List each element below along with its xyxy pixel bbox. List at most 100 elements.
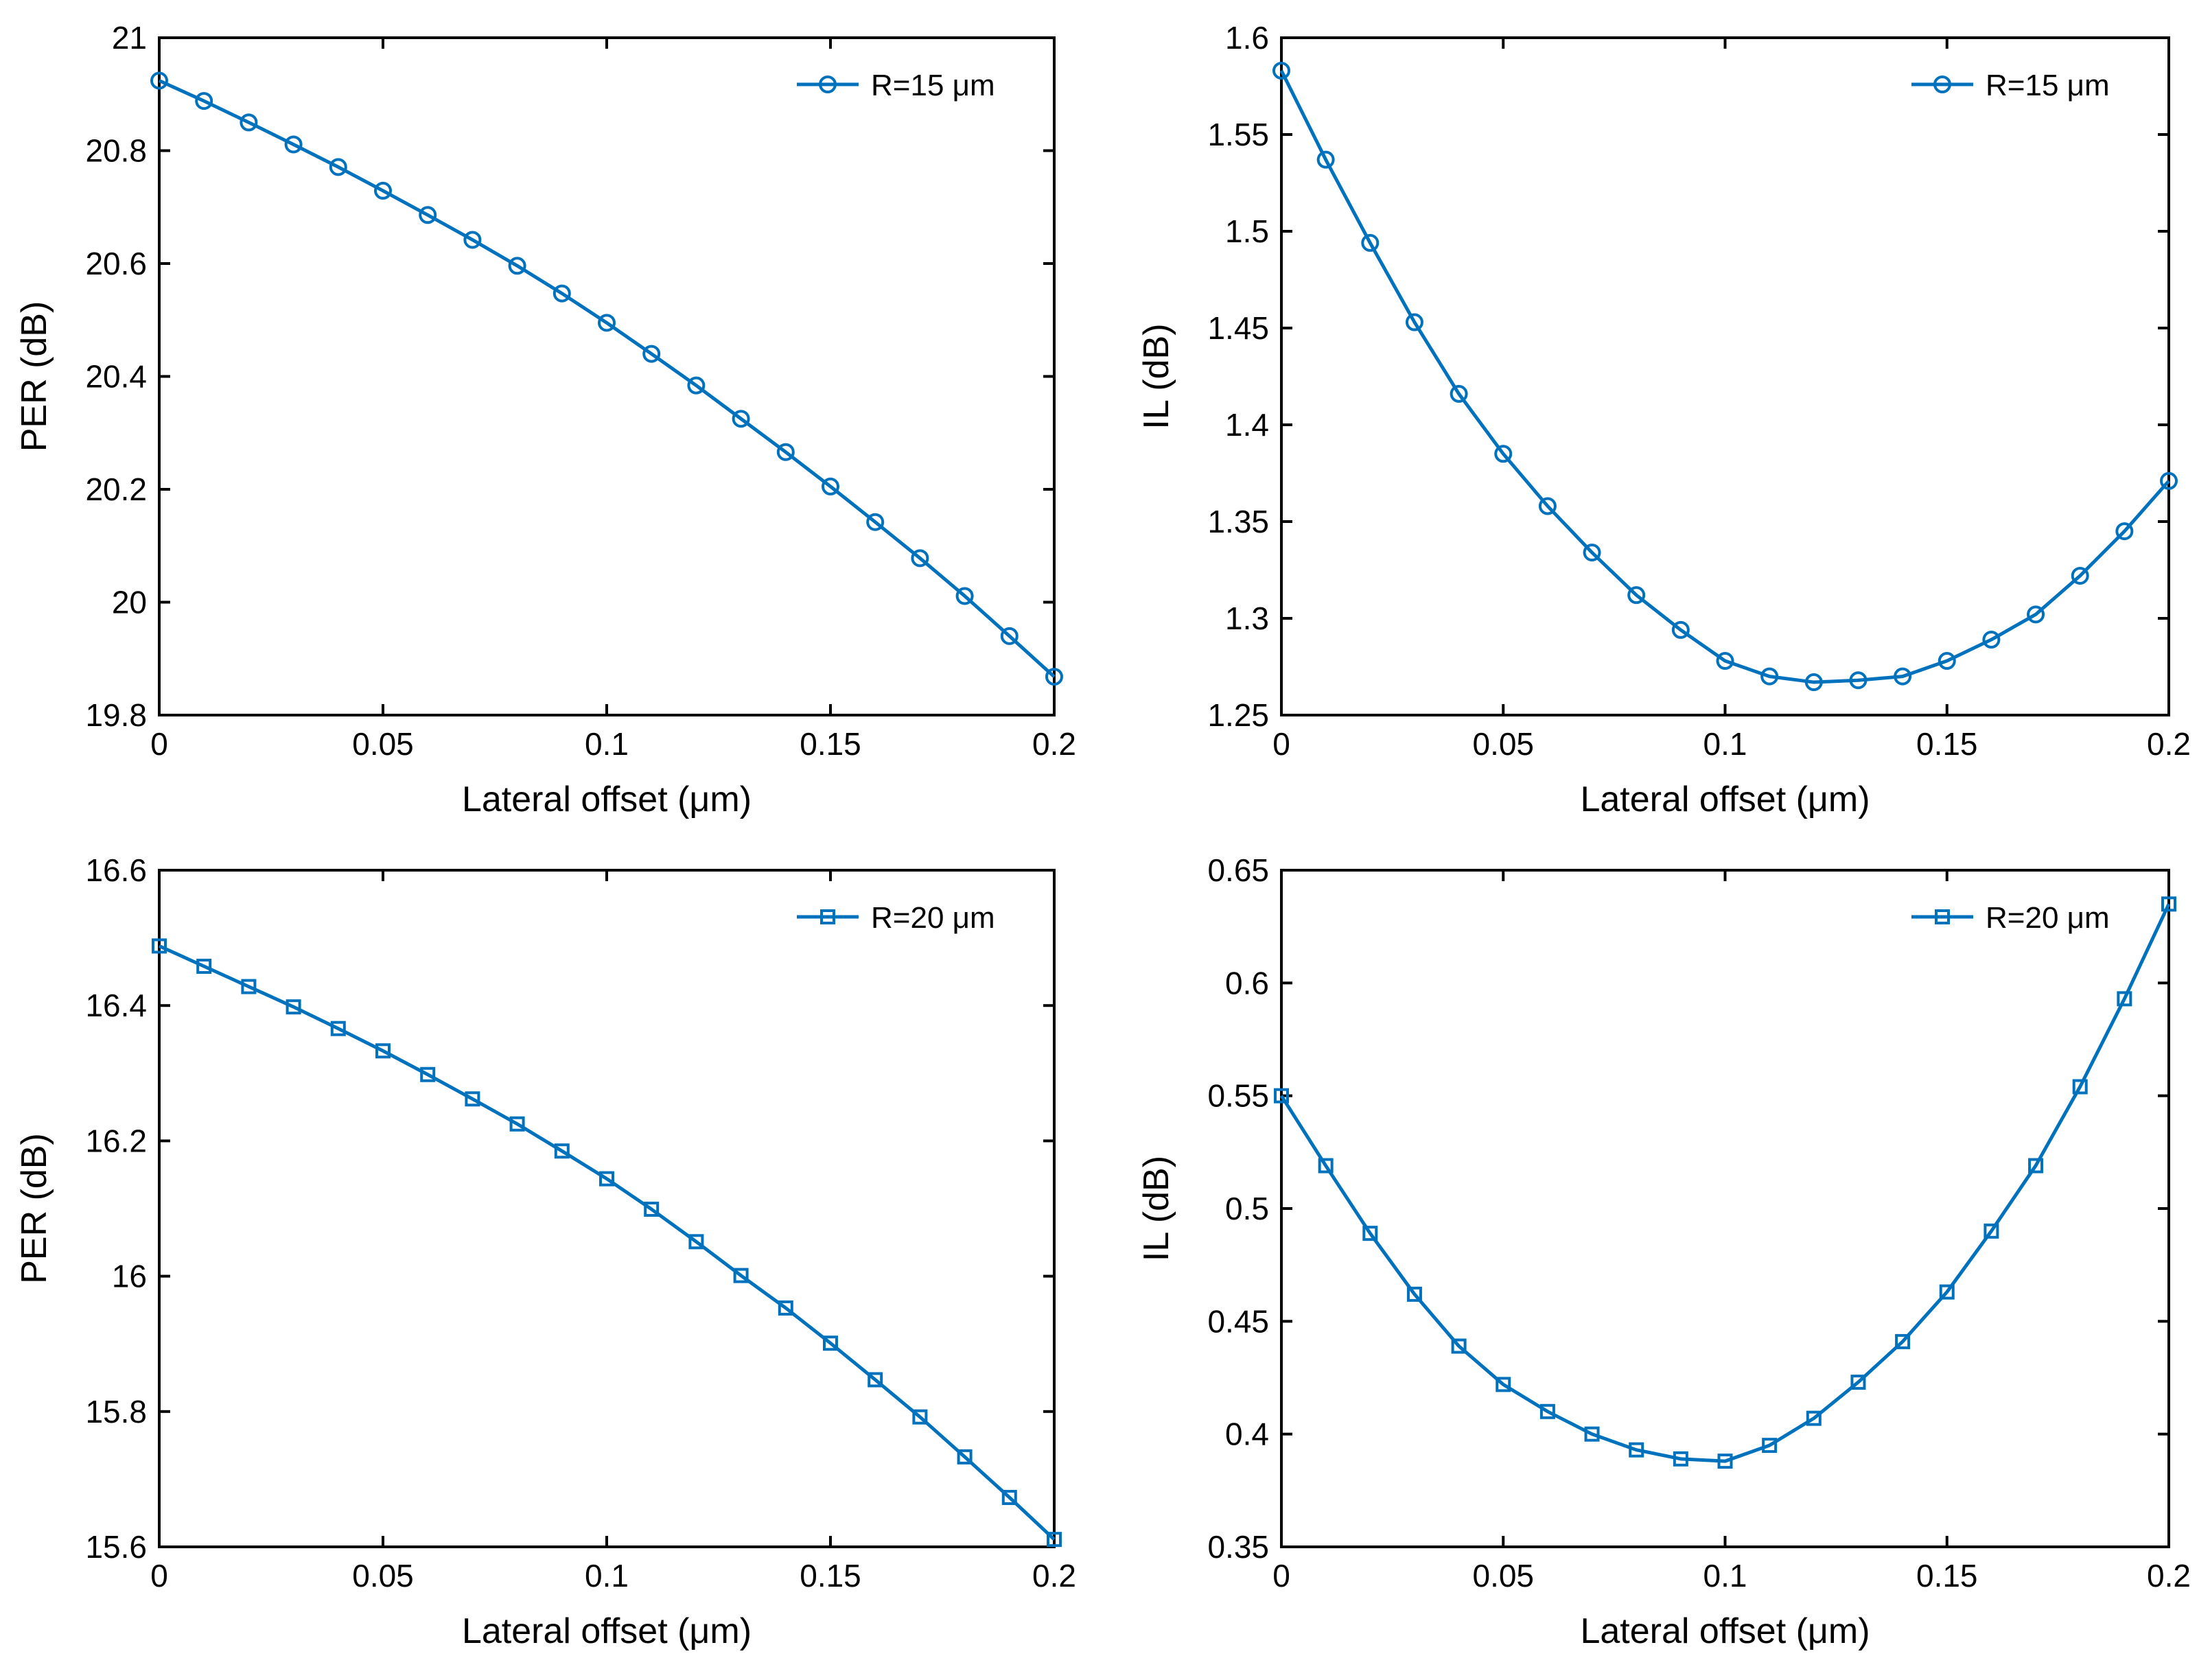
data-point <box>2072 1079 2088 1095</box>
series-line <box>1279 69 2170 684</box>
data-point <box>420 1066 436 1082</box>
x-tick-label: 0 <box>1272 1558 1290 1594</box>
y-tick-label: 20.2 <box>85 471 147 507</box>
data-point <box>284 135 303 154</box>
x-tick-label: 0.05 <box>1472 726 1534 762</box>
data-point <box>778 1300 793 1316</box>
data-point <box>1894 667 1912 686</box>
data-point <box>1938 652 1956 670</box>
x-tick-label: 0.2 <box>1032 1558 1076 1594</box>
y-axis-label: IL (dB) <box>1137 323 1176 429</box>
data-point <box>1583 544 1601 562</box>
x-tick-label: 0.05 <box>1472 1558 1534 1594</box>
data-point <box>1716 652 1734 670</box>
data-point <box>1045 668 1063 686</box>
legend-marker <box>819 75 837 93</box>
data-point <box>2160 471 2178 490</box>
data-point <box>1318 1158 1334 1174</box>
data-point <box>1362 1226 1378 1241</box>
data-point <box>599 1171 614 1187</box>
x-axis-label: Lateral offset (μm) <box>1580 1611 1870 1651</box>
chart-panel-3: 0 0.05 0.1 0.15 0.2 15.6 15.8 16 16.2 16.4 16.6 Lat… <box>14 852 1076 1651</box>
data-point <box>375 1043 391 1059</box>
y-tick-label: 1.25 <box>1207 697 1269 733</box>
y-tick-label: 20 <box>112 585 147 620</box>
data-point <box>1538 497 1557 515</box>
data-point <box>508 257 526 275</box>
y-tick-label: 0.45 <box>1207 1303 1269 1339</box>
data-point <box>509 1116 525 1132</box>
data-point <box>822 477 839 495</box>
data-point <box>911 549 929 568</box>
y-tick-label: 0.5 <box>1225 1191 1269 1226</box>
data-point <box>868 1372 883 1388</box>
series-line <box>158 79 1056 678</box>
data-point <box>1804 673 1823 692</box>
x-tick-label: 0.2 <box>2147 726 2191 762</box>
chart-panel-1: 0 0.05 0.1 0.15 0.2 19.8 20 20.2 20.4 20.6 20.8 21 L… <box>14 20 1076 819</box>
data-point <box>465 1091 480 1107</box>
legend-label: R=15 μm <box>1986 69 2110 102</box>
data-point <box>644 1201 660 1217</box>
data-point <box>732 410 750 428</box>
y-tick-label: 20.6 <box>85 246 147 281</box>
plot-frame <box>158 36 1056 716</box>
x-tick-label: 0.15 <box>800 726 861 762</box>
y-tick-label: 1.5 <box>1225 213 1269 249</box>
y-tick-label: 16 <box>112 1259 147 1294</box>
data-point <box>1539 1403 1555 1419</box>
legend-label: R=15 μm <box>871 69 995 102</box>
y-tick-label: 0.55 <box>1207 1078 1269 1114</box>
plot-frame <box>158 869 1056 1548</box>
data-point <box>1405 313 1423 331</box>
data-point <box>1984 1223 1999 1239</box>
data-point <box>1895 1333 1911 1349</box>
x-tick-label: 0.1 <box>585 726 629 762</box>
x-tick-label: 0.1 <box>1703 1558 1747 1594</box>
data-point <box>329 158 347 176</box>
data-point <box>1496 1377 1511 1392</box>
y-tick-label: 16.2 <box>85 1123 147 1158</box>
data-point <box>1762 1438 1778 1454</box>
x-tick-label: 0.1 <box>1703 726 1747 762</box>
legend-label: R=20 μm <box>1986 901 2110 935</box>
x-axis-label: Lateral offset (μm) <box>462 1611 752 1651</box>
data-point <box>1450 384 1468 403</box>
y-axis-label: IL (dB) <box>1137 1156 1176 1261</box>
y-tick-label: 1.3 <box>1225 600 1269 636</box>
data-point <box>912 1409 928 1425</box>
data-point <box>2027 605 2045 624</box>
data-point <box>1316 150 1335 169</box>
x-axis-label: Lateral offset (μm) <box>462 780 752 819</box>
y-tick-label: 1.55 <box>1207 117 1269 152</box>
data-point <box>1629 1442 1644 1458</box>
x-tick-label: 0.2 <box>2147 1558 2191 1594</box>
x-tick-label: 0.15 <box>800 1558 861 1594</box>
y-tick-label: 1.35 <box>1207 504 1269 539</box>
chart-panel-2: 0 0.05 0.1 0.15 0.2 1.25 1.3 1.35 1.4 1.45 1.5 1.55… <box>1137 20 2191 819</box>
data-point <box>374 181 392 200</box>
y-tick-label: 15.6 <box>85 1529 147 1565</box>
data-point <box>1047 1532 1062 1548</box>
data-point <box>776 443 795 461</box>
data-point <box>1274 1088 1289 1104</box>
data-point <box>957 1449 973 1465</box>
data-point <box>463 231 482 249</box>
data-point <box>1806 1410 1822 1426</box>
y-axis-label: PER (dB) <box>14 301 54 452</box>
x-tick-label: 0.15 <box>1916 726 1978 762</box>
data-point <box>2071 566 2089 585</box>
y-tick-label: 1.6 <box>1225 20 1269 56</box>
legend-marker <box>1935 909 1950 924</box>
y-tick-label: 1.45 <box>1207 310 1269 346</box>
data-point <box>1850 1375 1866 1390</box>
series-line <box>158 944 1056 1541</box>
data-point <box>1982 631 2001 649</box>
data-point <box>1673 1451 1688 1467</box>
y-tick-label: 20.8 <box>85 133 147 169</box>
data-point <box>955 587 974 605</box>
data-point <box>1627 586 1646 605</box>
data-point <box>150 71 168 90</box>
legend-marker <box>1933 75 1951 93</box>
y-tick-label: 16.4 <box>85 988 147 1023</box>
